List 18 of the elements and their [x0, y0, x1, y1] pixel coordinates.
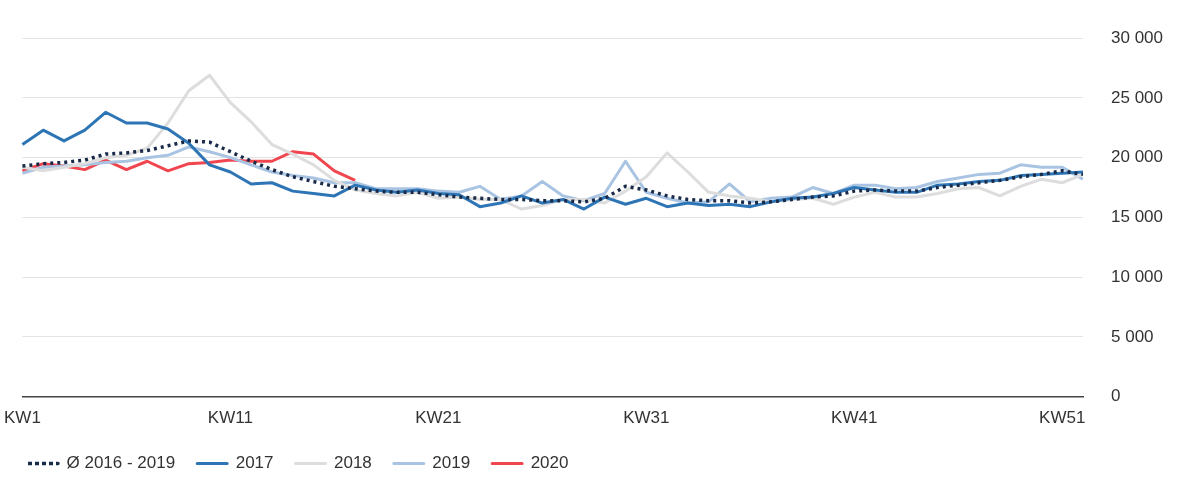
- y-tick-label: 0: [1111, 386, 1121, 406]
- legend-label: Ø 2016 - 2019: [66, 453, 176, 473]
- y-tick-label: 20 000: [1111, 147, 1163, 167]
- y-tick-label: 15 000: [1111, 207, 1163, 227]
- legend-label: 2017: [235, 453, 274, 473]
- legend-label: 2020: [530, 453, 569, 473]
- y-tick-label: 10 000: [1111, 266, 1163, 286]
- legend-label: 2019: [432, 453, 471, 473]
- x-tick-label: KW1: [4, 408, 41, 428]
- y-tick-label: 25 000: [1111, 87, 1163, 107]
- x-tick-label: KW41: [831, 408, 878, 428]
- legend-label: 2018: [334, 453, 372, 473]
- y-tick-label: 30 000: [1111, 27, 1163, 47]
- x-tick-label: KW11: [207, 408, 253, 428]
- x-tick-label: KW21: [415, 408, 462, 428]
- y-tick-label: 5 000: [1111, 326, 1154, 346]
- x-tick-label: KW31: [623, 408, 670, 428]
- x-tick-label: KW51: [1039, 408, 1086, 428]
